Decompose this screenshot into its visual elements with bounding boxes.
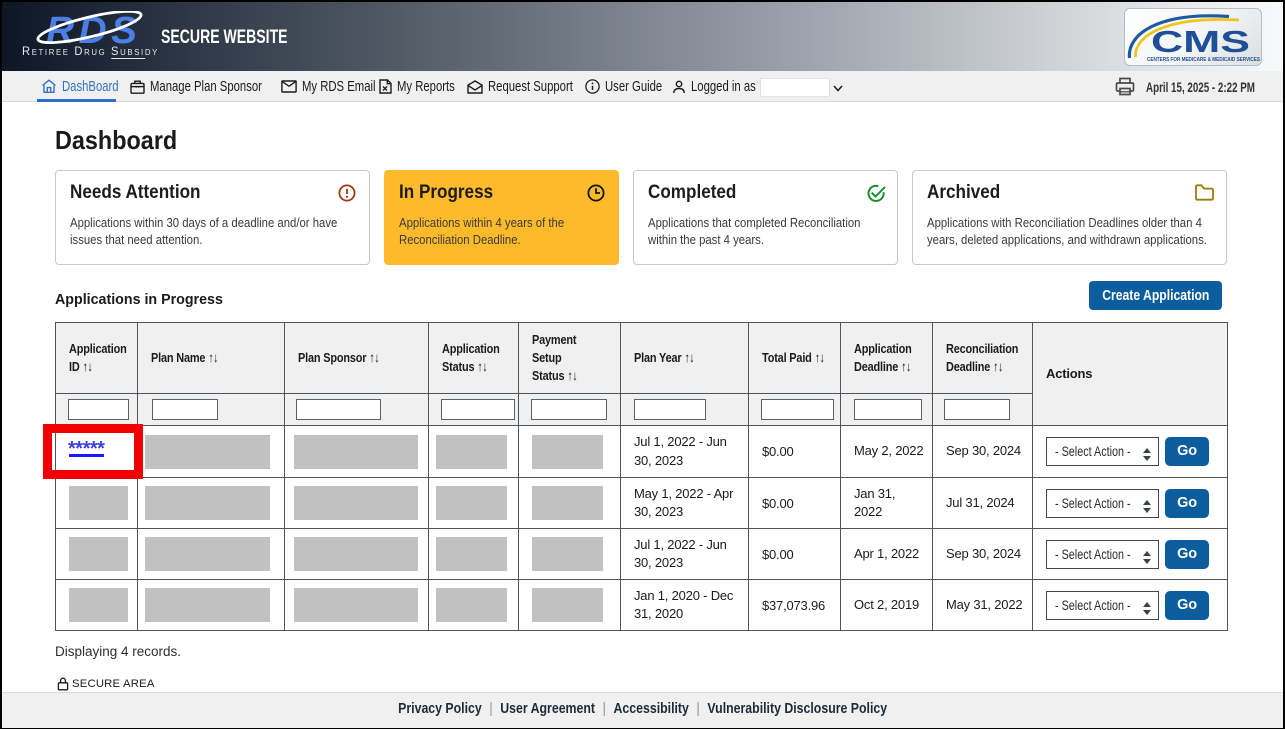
svg-text:CENTERS FOR MEDICARE & MEDICAI: CENTERS FOR MEDICARE & MEDICAID SERVICES <box>1147 57 1260 63</box>
svg-text:CMS: CMS <box>1151 24 1250 59</box>
